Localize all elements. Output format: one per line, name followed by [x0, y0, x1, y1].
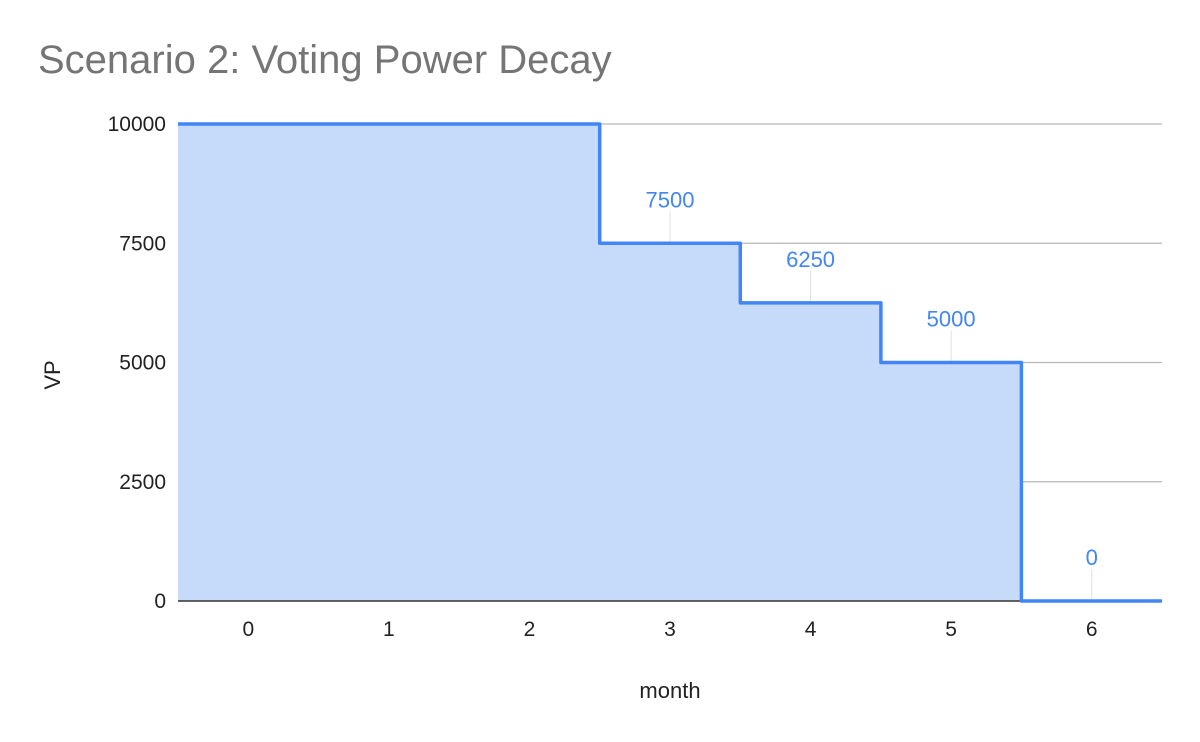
- x-tick-label: 3: [664, 618, 676, 641]
- y-tick-label: 2500: [119, 471, 166, 494]
- x-tick-label: 2: [524, 618, 536, 641]
- y-tick-label: 7500: [119, 232, 166, 255]
- y-tick-label: 10000: [108, 113, 166, 136]
- area-series: [178, 122, 1162, 603]
- y-tick-label: 5000: [119, 352, 166, 375]
- data-label: 5000: [927, 307, 976, 332]
- x-tick-label: 5: [945, 618, 957, 641]
- x-tick-label: 1: [383, 618, 395, 641]
- series-line: [178, 122, 1162, 603]
- data-label: 7500: [646, 187, 695, 212]
- x-axis-title: month: [639, 678, 700, 703]
- chart-title: Scenario 2: Voting Power Decay: [38, 38, 612, 82]
- x-tick-label: 4: [805, 618, 817, 641]
- data-labels: 7500 6250 5000 0: [646, 187, 1098, 599]
- data-label: 6250: [786, 247, 835, 272]
- y-tick-label: 0: [154, 590, 166, 613]
- area-fill: [178, 124, 1162, 601]
- x-tick-label: 0: [242, 618, 254, 641]
- x-tick-label: 6: [1086, 618, 1098, 641]
- data-label: 0: [1086, 545, 1098, 570]
- y-axis-title: VP: [40, 360, 65, 389]
- axis-ticks: 0 2500 5000 7500 10000 0 1 2 3 4 5 6: [108, 113, 1098, 641]
